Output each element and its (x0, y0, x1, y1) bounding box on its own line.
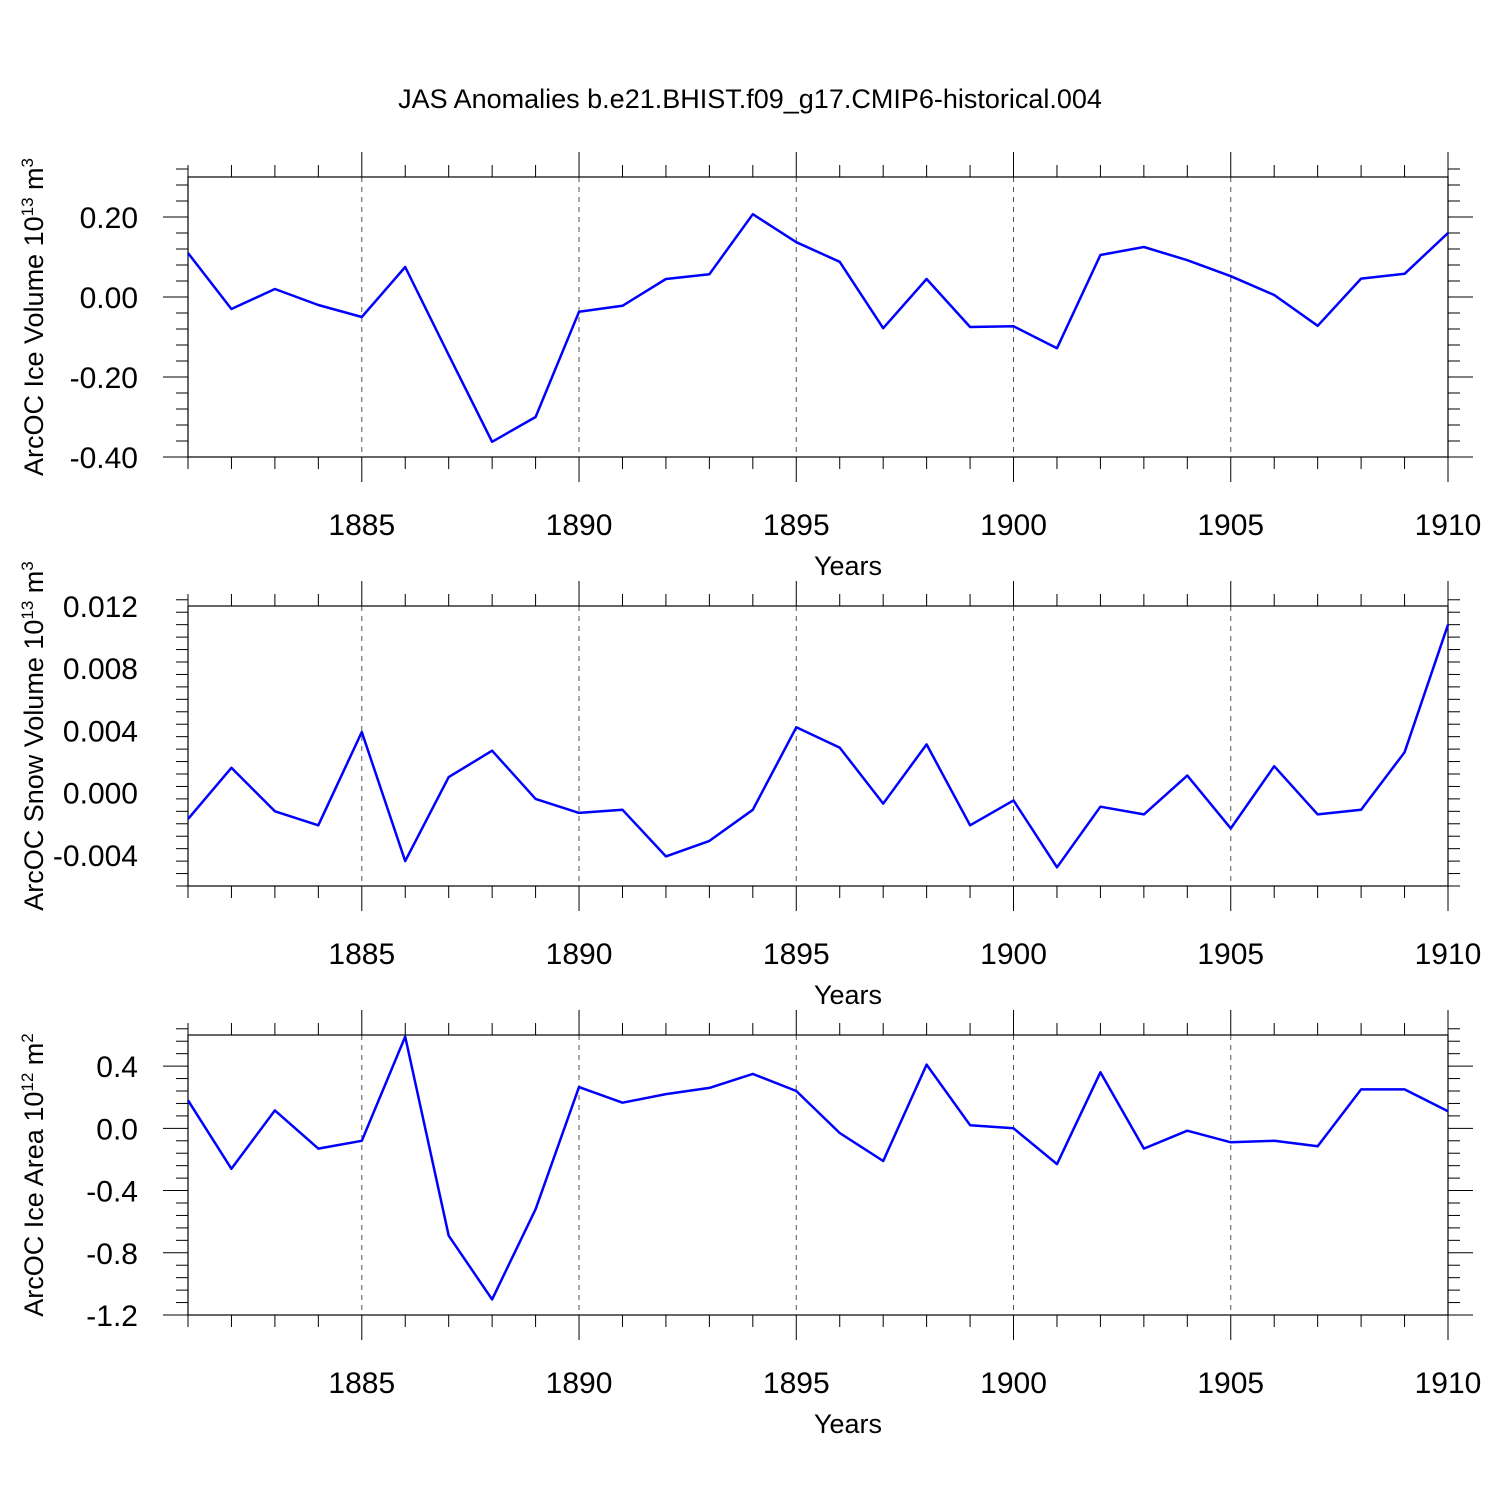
plot-frame (187, 176, 1449, 458)
x-tick-label: 1890 (546, 509, 613, 542)
series-line (187, 624, 1450, 869)
x-tick-label: 1900 (980, 509, 1047, 542)
y-tick-label: 0.0 (96, 1113, 138, 1146)
x-tick-label: 1900 (980, 1367, 1047, 1400)
y-tick-label: -0.004 (53, 840, 138, 873)
y-tick-label: 0.4 (96, 1051, 138, 1084)
plot-frame (187, 1034, 1449, 1316)
y-tick-label: 0.000 (63, 778, 138, 811)
panel-1: -0.40 -0.20 0.00 0.20 1885 1890 1895 1900 1905 19… (18, 152, 1481, 581)
panel-2: -0.004 0.000 0.004 0.008 0.012 1885 1890 1895 19… (18, 561, 1481, 1010)
x-tick-label: 1885 (328, 1367, 395, 1400)
x-tick-label: 1910 (1415, 1367, 1482, 1400)
panel-3: -1.2 -0.8 -0.4 0.0 0.4 1885 1890 1895 1900 1905 19… (18, 1010, 1481, 1439)
y-axis-title-superscript: 13 (18, 197, 37, 216)
y-tick-label: 0.004 (63, 715, 138, 748)
series-line (187, 212, 1449, 444)
series-line (186, 1035, 1449, 1301)
x-tick-label: 1910 (1415, 938, 1482, 971)
x-tick-label: 1905 (1197, 509, 1264, 542)
x-tick-label: 1905 (1197, 1367, 1264, 1400)
x-tick-label: 1885 (328, 509, 395, 542)
y-tick-label: -0.40 (70, 442, 138, 475)
y-axis-title-part: ArcOC Ice Area 10 (19, 1092, 49, 1317)
x-tick-label: 1890 (546, 938, 613, 971)
plot-frame (187, 605, 1449, 887)
x-tick-label: 1905 (1197, 938, 1264, 971)
y-tick-label: -1.2 (86, 1300, 138, 1333)
x-axis-title: Years (814, 551, 882, 581)
y-axis-title-superscript: 3 (18, 561, 37, 570)
y-axis-title: ArcOC Ice Volume 1013 m3 (18, 158, 49, 476)
x-tick-label: 1895 (763, 1367, 830, 1400)
y-tick-label: -0.8 (86, 1238, 138, 1271)
y-axis-title-superscript: 12 (18, 1073, 37, 1092)
x-axis-title: Years (814, 1409, 882, 1439)
x-tick-label: 1890 (546, 1367, 613, 1400)
y-axis-title: ArcOC Ice Area 1012 m2 (18, 1033, 49, 1317)
y-axis-title-part: m (19, 571, 49, 601)
x-tick-label: 1895 (763, 509, 830, 542)
y-axis-title-superscript: 2 (18, 1033, 37, 1042)
x-tick-label: 1900 (980, 938, 1047, 971)
y-axis-title-part: m (19, 167, 49, 197)
y-axis-title-superscript: 13 (18, 601, 37, 620)
y-axis-title-part: ArcOC Ice Volume 10 (19, 216, 49, 476)
y-tick-label: 0.20 (80, 202, 138, 235)
x-axis-title: Years (814, 980, 882, 1010)
figure-title: JAS Anomalies b.e21.BHIST.f09_g17.CMIP6-… (398, 84, 1102, 114)
y-axis-title: ArcOC Snow Volume 1013 m3 (18, 561, 49, 911)
y-axis-title-part: m (19, 1043, 49, 1073)
y-tick-label: -0.20 (70, 362, 138, 395)
x-tick-label: 1895 (763, 938, 830, 971)
y-tick-label: -0.4 (86, 1176, 138, 1209)
x-tick-label: 1910 (1415, 509, 1482, 542)
y-axis-title-part: ArcOC Snow Volume 10 (19, 620, 49, 911)
y-tick-label: 0.00 (80, 282, 138, 315)
y-tick-label: 0.012 (63, 591, 138, 624)
y-axis-title-superscript: 3 (18, 158, 37, 167)
x-tick-label: 1885 (328, 938, 395, 971)
y-tick-label: 0.008 (63, 653, 138, 686)
